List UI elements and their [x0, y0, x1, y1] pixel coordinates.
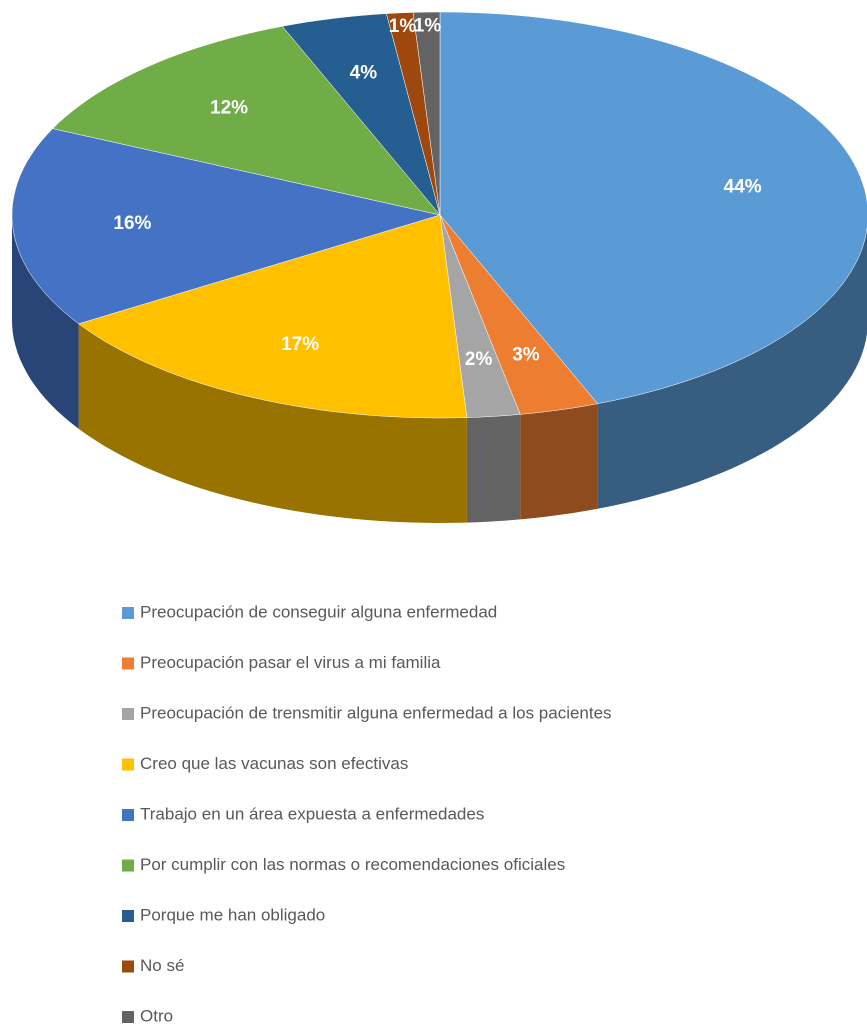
slice	[281, 13, 441, 216]
slice-side	[12, 215, 79, 429]
slice	[439, 11, 867, 404]
slice	[78, 214, 468, 419]
data-label: 2%	[465, 349, 493, 370]
data-label: 4%	[350, 62, 378, 83]
legend-label: Creo que las vacunas son efectivas	[140, 754, 408, 773]
slice	[412, 11, 441, 216]
legend-swatch	[122, 657, 134, 670]
data-label: 1%	[389, 16, 417, 37]
legend-label: Porque me han obligado	[140, 905, 325, 924]
legend-label: Otro	[140, 1006, 173, 1024]
slice-side	[78, 323, 467, 523]
legend-swatch	[122, 960, 134, 973]
slice-side	[466, 414, 521, 523]
legend-swatch	[122, 607, 134, 619]
data-label: 3%	[512, 344, 540, 365]
legend-label: Trabajo en un área expuesta a enfermedad…	[140, 804, 484, 823]
slice-side	[520, 403, 598, 520]
data-label: 17%	[281, 334, 319, 355]
legend-label: Por cumplir con las normas o recomendaci…	[140, 855, 565, 874]
legend-label: Preocupación de conseguir alguna enferme…	[140, 602, 497, 621]
legend-swatch	[122, 1011, 134, 1023]
legend-swatch	[122, 859, 134, 872]
legend-label: No sé	[140, 956, 184, 975]
legend-swatch	[122, 758, 134, 771]
slice	[52, 26, 441, 216]
legend-swatch	[122, 910, 134, 922]
legend-label: Preocupación de trensmitir alguna enferm…	[140, 703, 612, 722]
legend-swatch	[122, 809, 134, 821]
data-label: 12%	[210, 97, 248, 118]
data-label: 1%	[414, 15, 442, 36]
slice	[439, 214, 599, 415]
legend-swatch	[122, 708, 134, 720]
slice	[11, 128, 441, 325]
legend-label: Preocupación pasar el virus a mi familia	[140, 653, 441, 672]
data-label: 16%	[113, 213, 151, 234]
data-label: 44%	[724, 177, 762, 198]
slice-side	[597, 228, 867, 509]
